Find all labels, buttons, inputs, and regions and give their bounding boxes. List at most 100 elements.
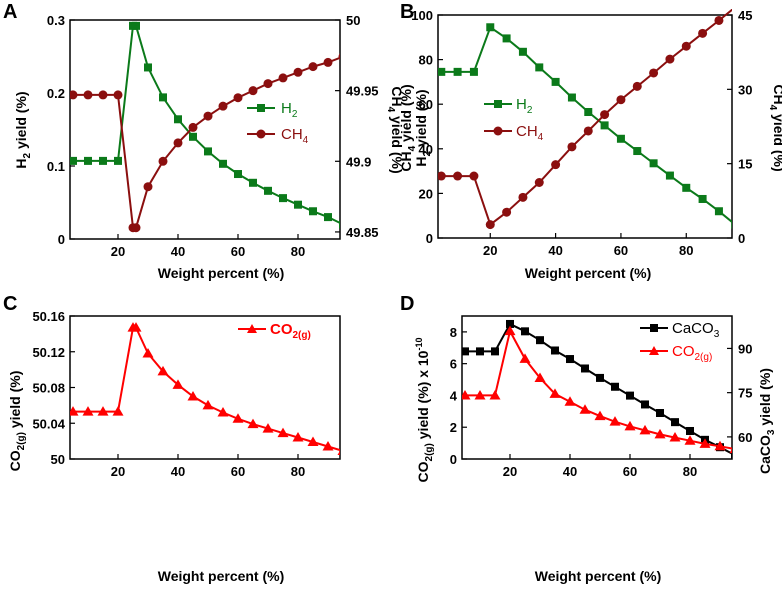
data-point-h2 <box>502 34 511 43</box>
panel-b-xlabel: Weight percent (%) <box>525 265 652 281</box>
legend-ch4-label: CH4 <box>516 123 544 143</box>
x-tick-label: 80 <box>291 464 305 479</box>
y-tick-label: 50.12 <box>32 345 65 360</box>
data-point-co2g <box>292 432 304 442</box>
data-point-h2 <box>132 21 140 30</box>
x-tick-label: 40 <box>548 243 562 258</box>
data-point-h2 <box>84 156 92 165</box>
data-point-h2 <box>731 220 732 229</box>
data-point-h2 <box>309 207 317 216</box>
legend-h2-label: H2 <box>281 100 298 120</box>
x-tick-label: 80 <box>679 243 693 258</box>
data-point-caco3 <box>686 426 694 435</box>
data-point-h2 <box>616 134 625 143</box>
x-tick-label: 80 <box>683 464 697 479</box>
y-tick-label: 2 <box>450 420 457 435</box>
data-point-co2g <box>699 438 711 448</box>
data-point-ch4 <box>218 101 228 111</box>
data-point-h2 <box>324 213 332 222</box>
data-point-ch4 <box>293 67 303 77</box>
data-point-ch4 <box>518 192 528 202</box>
data-point-co2g <box>549 388 561 398</box>
plot-frame <box>461 315 733 460</box>
data-point-co2g <box>187 390 199 401</box>
data-point-ch4 <box>453 171 463 181</box>
plot-frame <box>69 19 341 240</box>
data-point-co2g <box>277 427 289 438</box>
data-point-ch4 <box>600 110 610 120</box>
panel-b-label: B <box>400 1 414 23</box>
data-point-co2g <box>307 436 319 447</box>
data-point-caco3 <box>671 418 679 427</box>
data-point-ch4 <box>158 156 168 166</box>
y-tick-label: 50.04 <box>32 416 65 431</box>
data-point-ch4 <box>567 142 577 152</box>
data-point-caco3 <box>462 347 469 356</box>
y-tick-label: 0 <box>58 232 65 247</box>
x-tick-label: 60 <box>231 244 245 259</box>
data-point-h2 <box>294 200 302 209</box>
y-tick-label: 60 <box>419 97 433 112</box>
legend-co2-label: CO2(g) <box>270 321 311 341</box>
data-point-co2g <box>474 389 486 400</box>
y-tick-label: 0.1 <box>47 159 65 174</box>
panel-d-ylabel: CO2(g) yield (%) x 10-10 <box>414 338 435 483</box>
data-point-co2g <box>172 379 184 389</box>
data-point-ch4 <box>632 81 642 91</box>
data-point-h2 <box>264 186 272 195</box>
panel-c: C 20 40 60 80 50 50.04 50.08 50.12 50.16 Weight … <box>3 293 341 584</box>
data-point-ch4 <box>551 160 561 170</box>
data-point-caco3 <box>506 319 514 328</box>
data-point-co2g <box>217 407 229 417</box>
data-point-co2g <box>322 440 334 451</box>
data-point-co2g <box>82 406 94 416</box>
data-point-h2 <box>453 67 462 76</box>
data-point-ch4 <box>263 79 273 89</box>
panel-d: D 20 40 60 80 0 2 4 6 8 60 75 90 Weight percent (%)… <box>400 293 777 584</box>
series-line-co2g <box>73 326 340 452</box>
panel-b-y2label: CH4 yield (%) <box>767 84 782 171</box>
data-point-ch4 <box>616 95 626 105</box>
data-point-co2g <box>624 420 636 431</box>
data-point-co2g <box>70 406 79 416</box>
x-tick-label: 20 <box>111 464 125 479</box>
data-point-ch4 <box>583 126 593 136</box>
legend-h2-marker <box>257 104 265 112</box>
data-point-co2g <box>519 353 531 363</box>
data-point-ch4 <box>323 57 333 67</box>
panel-b-legend: H2 CH4 <box>484 96 544 143</box>
series-line-co2g <box>465 328 732 450</box>
panel-a-ylabel: H2 yield (%) <box>13 91 33 168</box>
data-point-co2g <box>247 418 259 429</box>
data-point-ch4 <box>143 182 153 192</box>
legend-caco3-marker <box>650 324 658 332</box>
x-tick-label: 40 <box>171 464 185 479</box>
y-tick-label: 50.16 <box>32 309 65 324</box>
legend-h2-label: H2 <box>516 96 533 116</box>
data-point-h2 <box>633 147 642 156</box>
y2-tick-label: 49.85 <box>346 225 379 240</box>
data-point-co2g <box>462 389 471 400</box>
legend-ch4-marker <box>256 129 266 139</box>
data-point-h2 <box>234 170 242 179</box>
data-point-h2 <box>99 156 107 165</box>
data-point-h2 <box>567 93 576 102</box>
data-point-co2g <box>714 440 726 451</box>
data-point-ch4 <box>131 223 141 233</box>
data-point-co2g <box>609 416 621 426</box>
x-tick-label: 60 <box>614 243 628 258</box>
data-point-co2g <box>729 448 732 454</box>
data-point-h2 <box>665 171 674 180</box>
data-point-co2g <box>112 406 124 416</box>
x-tick-label: 40 <box>563 464 577 479</box>
y-tick-label: 20 <box>419 186 433 201</box>
y-tick-label: 8 <box>450 325 457 340</box>
y-tick-label: 0 <box>450 452 457 467</box>
data-point-h2 <box>714 207 723 216</box>
legend-ch4-marker <box>493 126 503 136</box>
data-point-co2g <box>232 413 244 423</box>
data-point-caco3 <box>476 347 484 356</box>
panel-d-y2label: CaCO3 yield (%) <box>757 368 777 474</box>
y-tick-label: 100 <box>411 8 433 23</box>
